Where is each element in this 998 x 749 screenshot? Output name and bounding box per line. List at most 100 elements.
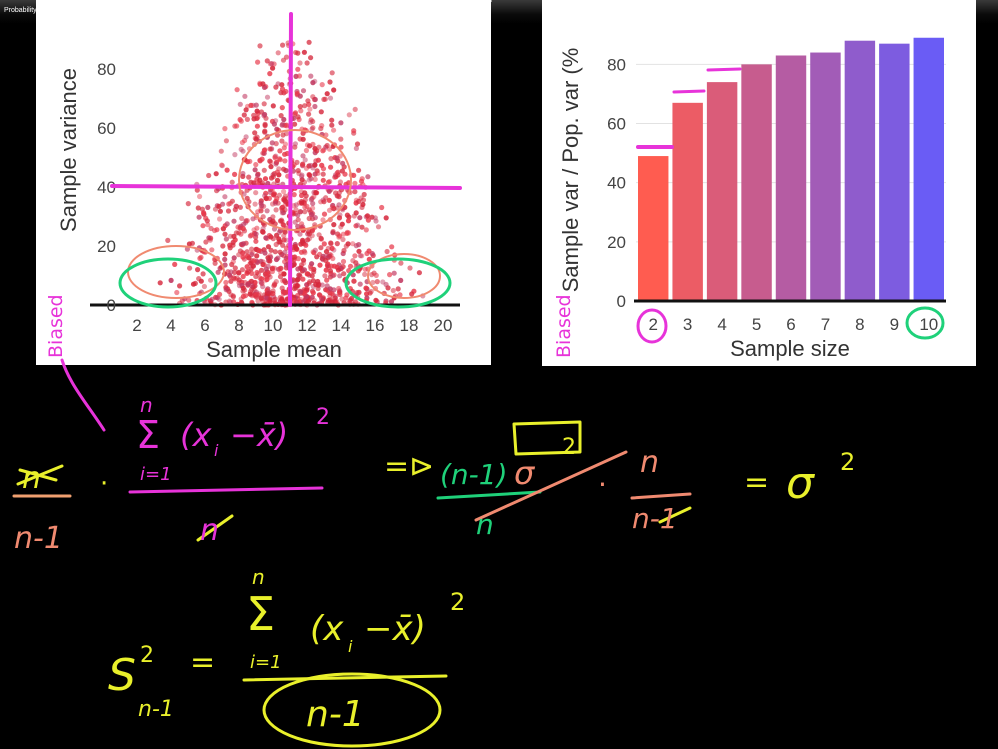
scatter-point <box>247 291 253 297</box>
scatter-point <box>253 214 259 221</box>
scatter-point <box>224 167 230 173</box>
scatter-point <box>281 197 288 203</box>
scatter-point <box>346 180 352 186</box>
fraction-line-4 <box>630 492 692 500</box>
svg-text:i: i <box>214 441 219 460</box>
bar-y-axis-title: Sample var / Pop. var (% <box>558 48 583 293</box>
scatter-point <box>336 202 342 208</box>
scatter-point <box>313 190 319 196</box>
scatter-point <box>328 240 334 246</box>
svg-text:i=1: i=1 <box>140 464 172 485</box>
scatter-point <box>278 90 284 96</box>
scatter-point <box>174 289 180 296</box>
scatter-point <box>325 245 331 251</box>
scatter-point <box>253 291 260 297</box>
scatter-point <box>285 173 291 179</box>
scatter-point <box>208 277 214 283</box>
scatter-point <box>273 207 279 213</box>
scatter-point <box>275 50 281 56</box>
scatter-point <box>240 254 246 260</box>
scatter-point <box>351 172 357 178</box>
scatter-point <box>354 141 361 147</box>
scatter-point <box>218 148 224 154</box>
fraction-line-3 <box>436 490 542 500</box>
y-tick-label: 60 <box>97 119 116 138</box>
svg-text:σ: σ <box>786 458 815 509</box>
scatter-point <box>304 60 310 66</box>
scatter-point <box>270 65 276 71</box>
scatter-point <box>313 281 319 288</box>
svg-text:n-1: n-1 <box>138 697 174 722</box>
scatter-point <box>300 276 306 282</box>
scatter-point <box>321 199 327 205</box>
scatter-point <box>215 186 221 192</box>
scatter-point <box>305 98 311 104</box>
scatter-point <box>350 272 356 278</box>
bar-x-tick-label: 4 <box>717 315 726 334</box>
bar-x-tick-label: 2 <box>648 315 657 334</box>
scatter-point <box>288 257 294 263</box>
scatter-point <box>338 136 344 142</box>
scatter-point <box>340 160 346 166</box>
scatter-point <box>292 141 298 147</box>
x-tick-label: 8 <box>234 316 243 335</box>
scatter-point <box>262 128 268 134</box>
scatter-point <box>295 227 301 233</box>
scatter-point <box>365 174 371 180</box>
scatter-point <box>206 172 212 179</box>
scatter-point <box>237 204 243 210</box>
scatter-point <box>267 296 273 302</box>
x-axis-title: Sample mean <box>206 337 342 362</box>
fraction-line-5 <box>242 674 448 682</box>
scatter-point <box>281 116 287 123</box>
svg-text:n-1: n-1 <box>632 502 678 535</box>
scatter-point <box>231 275 237 281</box>
scatter-point <box>317 223 323 229</box>
scatter-point <box>212 256 219 263</box>
denominator-circle <box>262 672 442 748</box>
scatter-point <box>297 209 303 215</box>
scatter-point <box>288 236 294 242</box>
scatter-point <box>355 268 361 274</box>
scatter-point <box>355 222 361 228</box>
scatter-point <box>233 230 239 236</box>
bar-series <box>638 37 944 302</box>
scatter-point <box>364 213 371 219</box>
scatter-point <box>390 287 396 294</box>
scatter-point <box>356 167 362 173</box>
scatter-point <box>286 220 292 226</box>
scatter-point <box>198 278 204 284</box>
scatter-point <box>219 264 225 270</box>
scatter-point <box>252 183 258 189</box>
scatter-point <box>263 266 269 272</box>
scatter-point <box>253 231 259 237</box>
scatter-point <box>259 183 265 190</box>
scatter-point <box>363 298 369 304</box>
scatter-point <box>320 148 326 154</box>
scatter-point <box>281 188 287 195</box>
scatter-point <box>310 94 316 100</box>
scatter-point <box>264 208 270 214</box>
scatter-point <box>185 201 191 207</box>
scatter-point <box>301 267 307 273</box>
scatter-point <box>337 179 343 185</box>
scatter-point <box>285 97 291 103</box>
scatter-point <box>291 192 297 198</box>
scatter-point <box>285 201 291 207</box>
scatter-point <box>279 105 285 111</box>
scatter-point <box>357 253 363 259</box>
scatter-point <box>249 278 255 284</box>
scatter-point <box>331 87 337 93</box>
scatter-point <box>420 293 426 299</box>
scatter-point <box>244 249 250 255</box>
y-tick-labels: 0 20 40 60 80 <box>97 60 116 315</box>
scatter-point <box>273 161 279 167</box>
scatter-point <box>308 197 314 203</box>
scatter-point <box>343 295 349 301</box>
scatter-point <box>353 243 359 249</box>
scatter-point <box>334 241 340 247</box>
scatter-point <box>207 237 213 243</box>
x-tick-label: 12 <box>298 316 317 335</box>
scatter-point <box>264 94 271 100</box>
scatter-point <box>318 245 324 251</box>
